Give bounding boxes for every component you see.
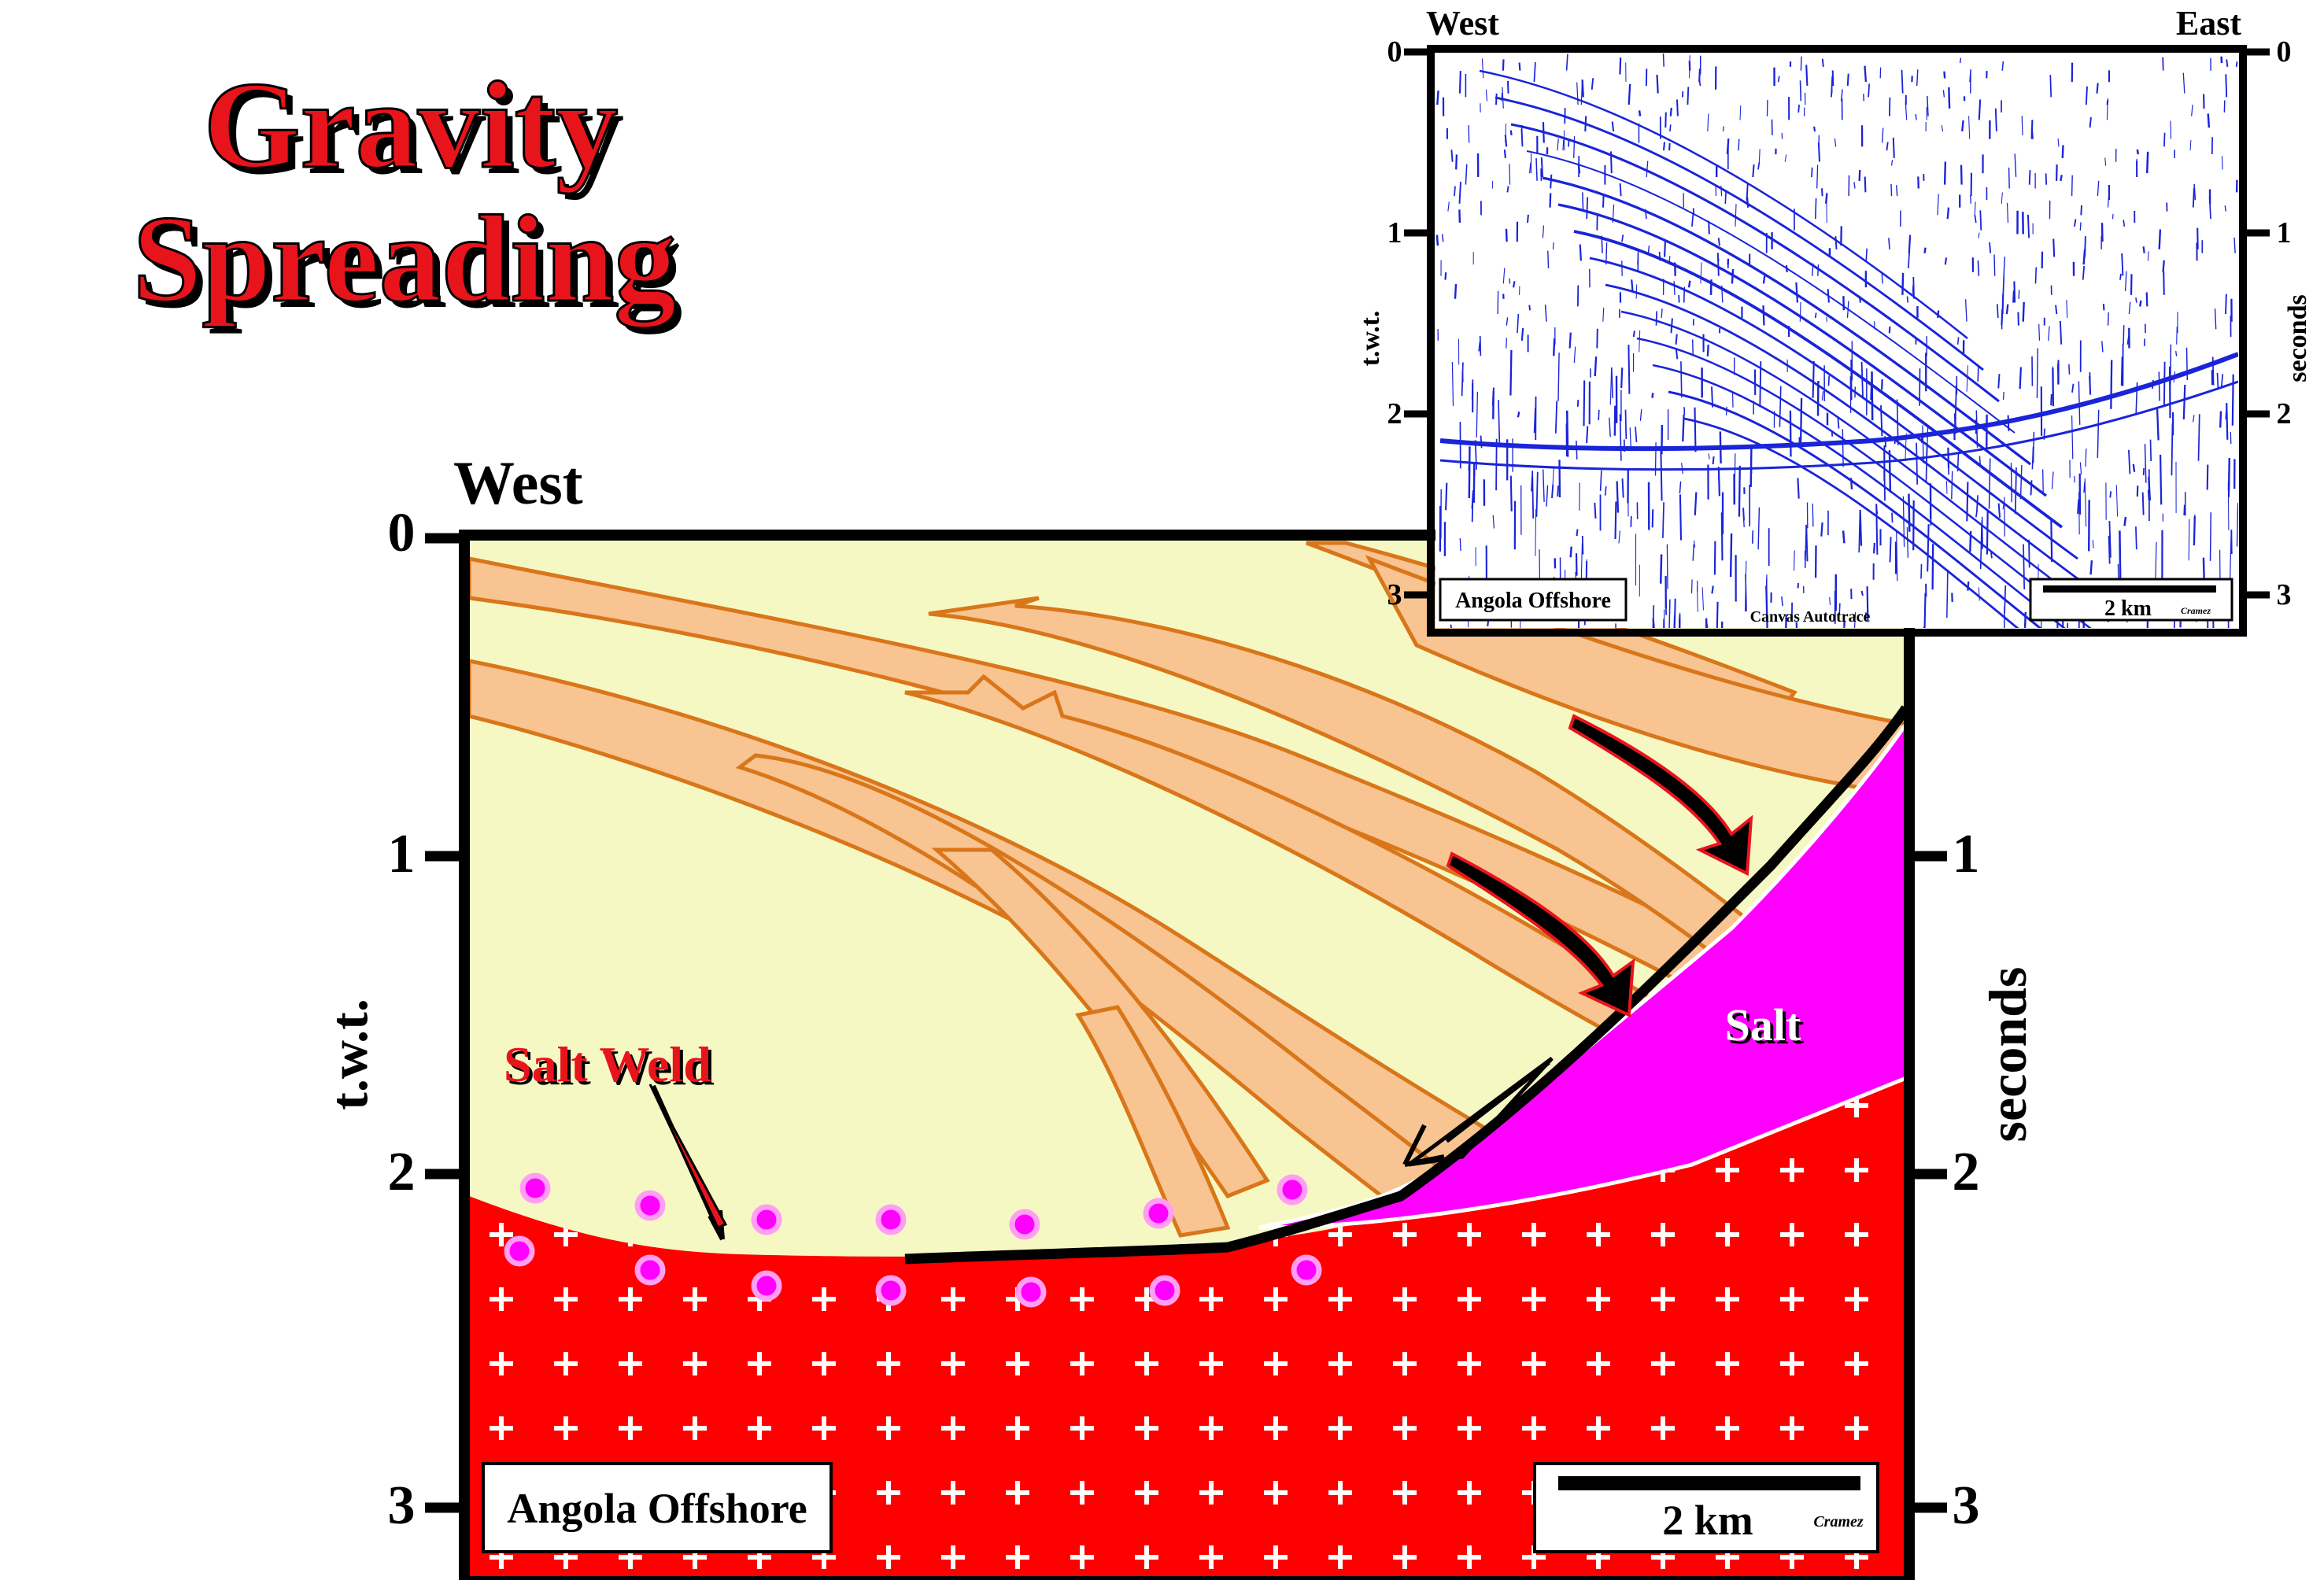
inset-tick-right-2: 2 <box>2277 397 2292 430</box>
inset-axis-label-right: seconds <box>2283 294 2312 382</box>
inset-tick-left-1: 1 <box>1387 216 1402 249</box>
tick-left-3: 3 <box>388 1475 416 1536</box>
location-label: Angola Offshore <box>507 1485 807 1532</box>
tick-left-2: 2 <box>388 1142 416 1202</box>
inset-location-label: Angola Offshore <box>1455 589 1611 613</box>
inset-tick-left-3: 3 <box>1387 578 1402 611</box>
scale-label: 2 km <box>1662 1497 1753 1544</box>
west-label: West <box>453 449 583 517</box>
inset-software-label: Canvas Autotrace <box>1750 608 1871 626</box>
inset-credit: Cramez <box>2181 605 2211 616</box>
tick-right-3: 3 <box>1953 1475 1980 1536</box>
inset-east-label: East <box>2176 4 2241 42</box>
inset-west-label: West <box>1426 4 1499 42</box>
axis-label-left: t.w.t. <box>319 999 379 1110</box>
figure-title: Gravity Gravity Spreading Spreading <box>133 57 683 334</box>
inset-tick-right-1: 1 <box>2277 216 2292 249</box>
axis-label-right: seconds <box>1978 967 2038 1143</box>
seismic-inset: 0 1 2 3 0 1 2 3 West East t.w.t. seconds… <box>1356 4 2312 748</box>
tick-right-2: 2 <box>1953 1142 1980 1202</box>
salt-weld-label: Salt Weld <box>504 1036 711 1092</box>
right-axis <box>1909 856 1947 1508</box>
inset-axis-label-left: t.w.t. <box>1356 311 1385 367</box>
title-line-1-fg: Gravity <box>204 57 619 194</box>
scale-bar <box>1558 1476 1860 1490</box>
salt-label: Salt <box>1725 999 1801 1050</box>
left-axis <box>425 538 464 1508</box>
inset-tick-left-0: 0 <box>1387 35 1402 68</box>
inset-tick-left-2: 2 <box>1387 397 1402 430</box>
inset-tick-right-0: 0 <box>2277 35 2292 68</box>
tick-right-1: 1 <box>1953 824 1980 884</box>
inset-scale-bar <box>2043 585 2216 593</box>
tick-left-0: 0 <box>388 503 416 563</box>
inset-scale-label: 2 km <box>2104 596 2152 621</box>
title-line-2-fg: Spreading <box>133 190 677 328</box>
inset-tick-right-3: 3 <box>2277 578 2292 611</box>
credit: Cramez <box>1813 1513 1864 1530</box>
tick-left-1: 1 <box>388 824 416 884</box>
